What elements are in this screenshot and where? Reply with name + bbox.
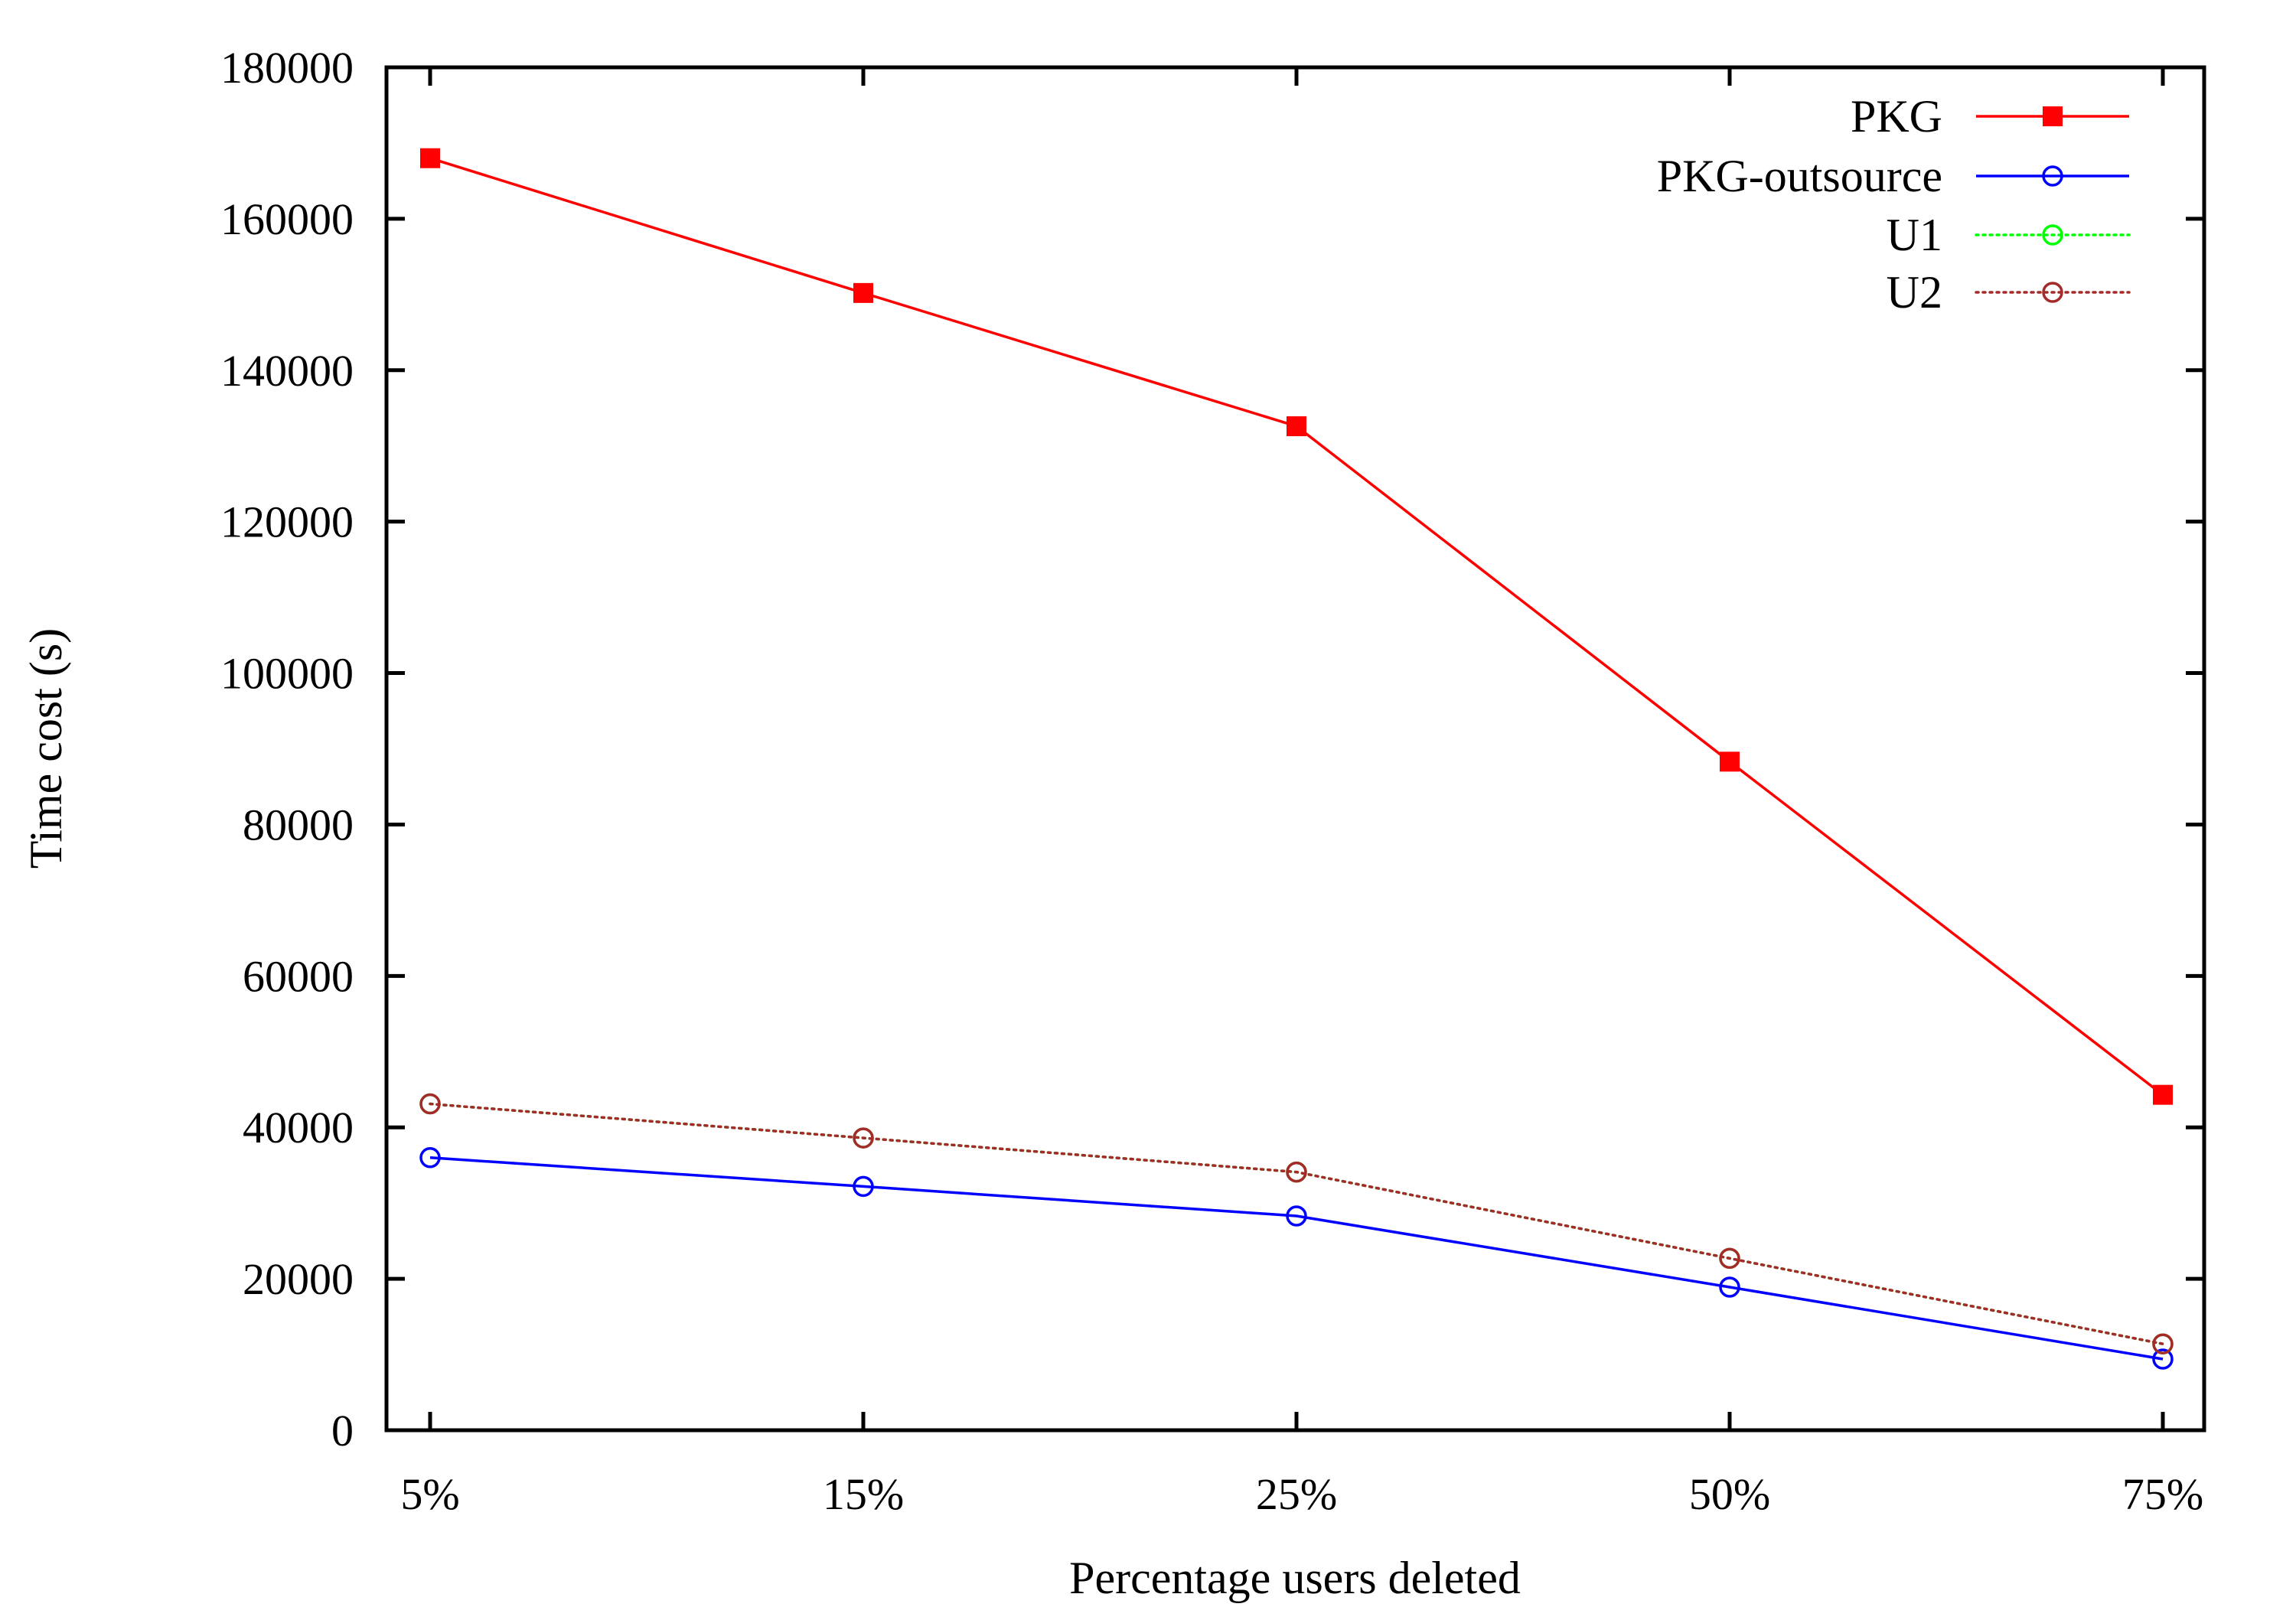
series-pkg — [420, 148, 2173, 1105]
y-tick-label: 140000 — [220, 346, 354, 396]
series-pkg-outsource — [419, 1147, 2174, 1370]
legend: PKG PKG-outsource U1 U2 — [1657, 91, 2131, 318]
y-axis-title: Time cost (s) — [21, 628, 71, 869]
y-tick-label: 80000 — [243, 800, 354, 849]
legend-entry-u2: U2 — [1887, 267, 2131, 318]
legend-label: PKG-outsource — [1657, 151, 1942, 201]
x-tick-label: 15% — [823, 1469, 904, 1519]
x-axis-title: Percentage users deleted — [1069, 1553, 1521, 1603]
data-point-u2 — [419, 1093, 441, 1115]
y-tick-label: 120000 — [220, 497, 354, 547]
y-tick-label: 40000 — [243, 1103, 354, 1152]
data-point-pkg — [853, 282, 873, 303]
axis-ticks: 0 20000 40000 60000 80000 100000 120000 140000 1… — [220, 43, 2204, 1519]
legend-swatch-marker — [2042, 165, 2063, 187]
legend-label: U2 — [1887, 267, 1942, 318]
series-line-pkg-outsource — [429, 1156, 2164, 1361]
plot-marks — [419, 148, 2174, 1370]
series-line-u2 — [429, 1102, 2164, 1345]
x-tick-label: 25% — [1256, 1469, 1337, 1519]
y-tick-label: 180000 — [220, 43, 354, 93]
legend-entry-u1: U1 — [1887, 210, 2131, 260]
data-point-u2 — [1286, 1161, 1307, 1183]
y-tick-label: 100000 — [220, 649, 354, 699]
legend-swatch-marker — [2043, 106, 2063, 126]
data-point-pkg-outsource — [419, 1147, 441, 1169]
data-point-pkg — [420, 148, 440, 168]
legend-swatch-marker — [2042, 282, 2063, 303]
x-tick-label: 75% — [2122, 1469, 2203, 1519]
data-point-u2 — [1719, 1247, 1740, 1270]
data-point-pkg — [1287, 416, 1306, 436]
legend-entry-pkg: PKG — [1851, 91, 2129, 142]
data-point-u2 — [853, 1127, 874, 1149]
data-point-pkg — [2153, 1084, 2173, 1105]
y-tick-label: 160000 — [220, 194, 354, 244]
data-point-pkg-outsource — [853, 1175, 874, 1198]
legend-entry-pkg-outsource: PKG-outsource — [1657, 151, 2129, 201]
data-point-pkg — [1720, 751, 1740, 772]
x-tick-label: 5% — [400, 1469, 459, 1519]
y-tick-label: 60000 — [243, 951, 354, 1001]
data-point-pkg-outsource — [1286, 1205, 1307, 1227]
data-point-pkg-outsource — [1719, 1276, 1740, 1298]
legend-swatch-marker — [2042, 224, 2063, 246]
data-point-pkg-outsource — [2152, 1348, 2174, 1370]
legend-label: U1 — [1887, 210, 1942, 260]
y-tick-label: 20000 — [243, 1254, 354, 1304]
data-point-u2 — [2152, 1333, 2174, 1354]
y-tick-label: 0 — [331, 1406, 354, 1455]
series-u2 — [419, 1093, 2174, 1354]
legend-label: PKG — [1851, 91, 1942, 142]
x-tick-label: 50% — [1689, 1469, 1770, 1519]
